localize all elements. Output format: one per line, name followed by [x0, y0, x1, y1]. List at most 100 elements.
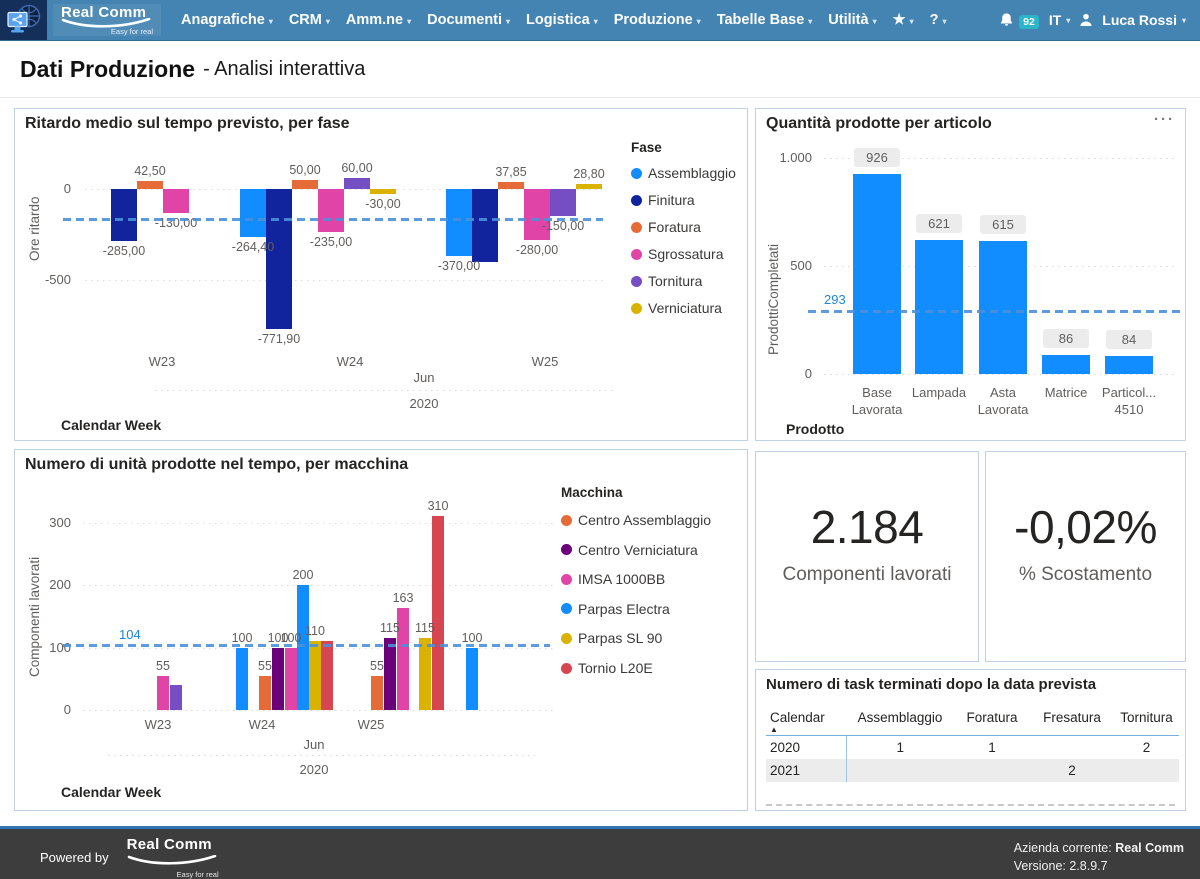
table-cell[interactable]	[1114, 759, 1179, 782]
table-cell[interactable]	[1030, 736, 1114, 760]
bar-verniciatura[interactable]	[576, 183, 602, 189]
more-options-icon[interactable]: ···	[1154, 111, 1175, 128]
y-tick-label: 0	[63, 702, 71, 717]
bar-value-label: -370,00	[437, 259, 481, 274]
column-header-calendar[interactable]: Calendar ▲	[766, 708, 846, 736]
menu-label: Utilità	[828, 12, 869, 28]
legend-item-centro-assemblaggio[interactable]: Centro Assemblaggio	[561, 512, 711, 528]
bar-sgrossatura[interactable]	[163, 189, 189, 213]
bar-centro-assemblaggio[interactable]	[259, 675, 271, 710]
bar-value-label: -235,00	[309, 234, 353, 249]
x-tick-label: Base	[862, 385, 892, 400]
bar-value-label: 615	[980, 215, 1026, 235]
brand-tagline: Easy for real	[110, 27, 153, 36]
menu-item-crm[interactable]: CRM ▾	[281, 0, 338, 40]
bar-finitura[interactable]	[472, 189, 498, 262]
user-menu[interactable]: Luca Rossi ▾	[1102, 12, 1186, 28]
bar-value-label: 86	[1043, 329, 1089, 349]
bar-asta-lavorata[interactable]	[979, 241, 1027, 374]
notifications-bell-icon[interactable]	[998, 12, 1015, 29]
bar-parpas-electra[interactable]	[236, 647, 248, 710]
table-cell[interactable]: 2	[1142, 740, 1151, 755]
table-cell[interactable]: 1	[988, 740, 996, 755]
bar-tornio-l20e[interactable]	[432, 516, 444, 710]
menu-item-utilit-[interactable]: Utilità ▾	[820, 0, 884, 40]
legend-item-centro-verniciatura[interactable]: Centro Verniciatura	[561, 542, 698, 558]
bar-parpas-sl-90[interactable]	[309, 641, 321, 710]
bar-tornio-l20e[interactable]	[321, 641, 333, 710]
bar-imsa-1000bb[interactable]	[397, 608, 409, 710]
bar-centro-verniciatura[interactable]	[170, 685, 182, 710]
chart-title: Ritardo medio sul tempo previsto, per fa…	[25, 115, 350, 132]
menu-item-logistica[interactable]: Logistica ▾	[518, 0, 606, 40]
legend-item-parpas-electra[interactable]: Parpas Electra	[561, 601, 670, 617]
bar-verniciatura[interactable]	[370, 189, 396, 195]
bar-imsa-1000bb[interactable]	[285, 647, 297, 710]
table-cell[interactable]: 2021	[766, 759, 847, 782]
bar-particol-4510[interactable]	[1105, 355, 1153, 374]
table-cell[interactable]: 2020	[766, 735, 847, 759]
legend-color-dot	[631, 302, 642, 314]
legend-item-tornio-l20e[interactable]: Tornio L20E	[561, 660, 653, 676]
gridline	[824, 158, 1176, 159]
table-cell[interactable]: 2	[1068, 763, 1076, 778]
bar-foratura[interactable]	[498, 182, 524, 189]
legend-item-verniciatura[interactable]: Verniciatura	[631, 300, 722, 316]
column-header-assemblaggio[interactable]: Assemblaggio	[846, 708, 954, 736]
bar-finitura[interactable]	[266, 189, 292, 330]
bar-assemblaggio[interactable]	[240, 189, 266, 238]
bar-centro-verniciatura[interactable]	[272, 647, 284, 710]
bar-sgrossatura[interactable]	[318, 189, 344, 232]
legend-item-parpas-sl-90[interactable]: Parpas SL 90	[561, 630, 662, 646]
brand-logo[interactable]: Real Comm Easy for real	[53, 4, 161, 36]
column-header-tornitura[interactable]: Tornitura	[1114, 708, 1179, 736]
menu-item--[interactable]: ★ ▾	[885, 0, 922, 40]
app-logo-icon[interactable]	[0, 0, 47, 40]
bar-finitura[interactable]	[111, 189, 137, 241]
bar-foratura[interactable]	[292, 179, 318, 189]
y-tick-label: 0	[804, 366, 812, 381]
menu-item-tabelle-base[interactable]: Tabelle Base ▾	[709, 0, 821, 40]
bar-tornitura[interactable]	[344, 178, 370, 189]
column-header-foratura[interactable]: Foratura	[954, 708, 1030, 736]
table-cell[interactable]: 1	[896, 740, 904, 755]
menu-item--[interactable]: ? ▾	[922, 0, 955, 40]
bar-imsa-1000bb[interactable]	[157, 675, 169, 710]
page-header: Dati Produzione - Analisi interattiva	[0, 41, 1200, 98]
bar-value-label: 200	[292, 568, 314, 582]
menu-item-amm-ne[interactable]: Amm.ne ▾	[338, 0, 419, 40]
column-header-fresatura[interactable]: Fresatura	[1030, 708, 1114, 736]
bar-value-label: 37,85	[495, 165, 527, 180]
bar-assemblaggio[interactable]	[446, 189, 472, 257]
language-selector[interactable]: IT ▾	[1049, 12, 1070, 28]
table-cell[interactable]	[954, 759, 1030, 782]
legend-color-dot	[631, 248, 642, 260]
x-tick-label: W25	[357, 717, 385, 732]
bar-foratura[interactable]	[137, 181, 163, 189]
bar-matrice[interactable]	[1042, 355, 1090, 374]
table-cell[interactable]	[846, 759, 954, 782]
bar-centro-verniciatura[interactable]	[384, 638, 396, 710]
bar-value-label: 621	[916, 213, 962, 233]
version-line: Versione: 2.8.9.7	[1014, 857, 1184, 875]
menu-item-produzione[interactable]: Produzione ▾	[606, 0, 709, 40]
menu-item-anagrafiche[interactable]: Anagrafiche ▾	[173, 0, 281, 40]
legend-item-assemblaggio[interactable]: Assemblaggio	[631, 165, 736, 181]
bar-base-lavorata[interactable]	[853, 173, 901, 374]
legend-item-imsa-1000bb[interactable]: IMSA 1000BB	[561, 571, 665, 587]
legend-item-foratura[interactable]: Foratura	[631, 219, 701, 235]
bar-parpas-sl-90[interactable]	[419, 638, 431, 710]
bar-lampada[interactable]	[915, 239, 963, 374]
bar-centro-assemblaggio[interactable]	[371, 675, 383, 710]
legend-item-sgrossatura[interactable]: Sgrossatura	[631, 246, 723, 262]
legend-item-finitura[interactable]: Finitura	[631, 192, 695, 208]
y-tick-label: 200	[49, 577, 71, 592]
bar-tornitura[interactable]	[550, 189, 576, 217]
bar-parpas-electra[interactable]	[297, 585, 309, 710]
menu-item-documenti[interactable]: Documenti ▾	[419, 0, 518, 40]
bar-parpas-electra[interactable]	[466, 647, 478, 710]
bar-sgrossatura[interactable]	[524, 189, 550, 240]
legend-item-tornitura[interactable]: Tornitura	[631, 273, 702, 289]
version-label: Versione:	[1013, 859, 1066, 873]
bar-value-label: -30,00	[365, 197, 401, 212]
